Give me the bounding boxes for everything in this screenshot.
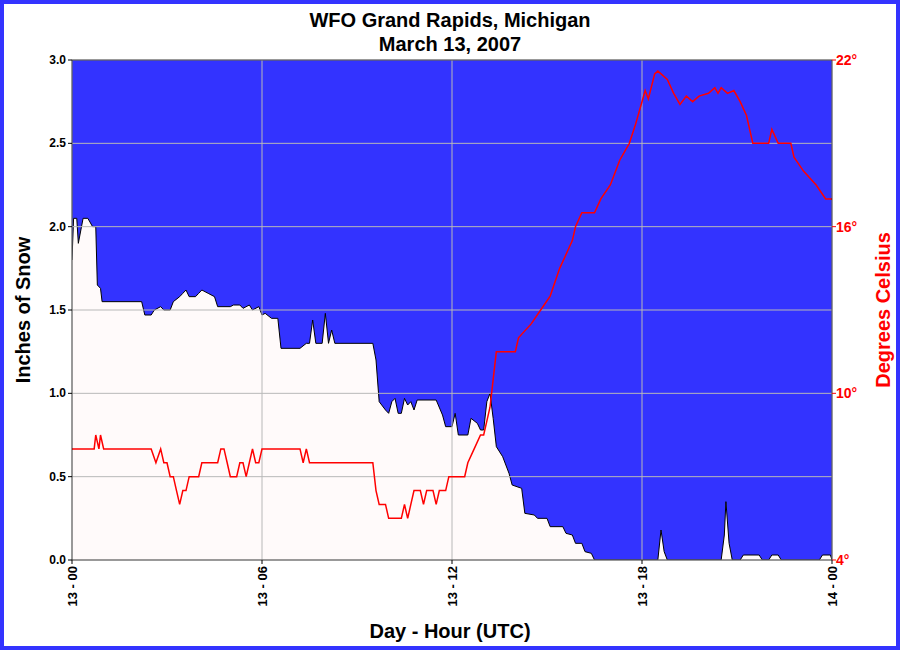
grid-group: [72, 60, 832, 560]
y-tick-label: 1.5: [49, 303, 66, 317]
y-tick: [68, 226, 72, 227]
y-tick-label: 1.0: [49, 386, 66, 400]
y-axis-label: Inches of Snow: [12, 236, 34, 383]
x-tick: [72, 560, 73, 564]
x-tick-label: 13 - 06: [255, 566, 270, 606]
y2-axis-label: Degrees Celsius: [872, 232, 894, 388]
x-tick: [452, 560, 453, 564]
grid-line-y: [72, 393, 832, 394]
line-group: [72, 71, 832, 518]
y-tick-label: 2.0: [49, 220, 66, 234]
y-tick: [68, 143, 72, 144]
y-tick: [68, 476, 72, 477]
plot-frame: [72, 60, 832, 560]
temperature-line: [72, 71, 832, 518]
subtitle: March 13, 2007: [379, 33, 521, 55]
x-tick-label: 13 - 12: [445, 566, 460, 606]
x-axis-label: Day - Hour (UTC): [369, 620, 530, 642]
x-tick: [832, 560, 833, 564]
grid-line-y: [72, 143, 832, 144]
y2-tick-label: 10°: [836, 385, 857, 401]
grid-line-y: [72, 226, 832, 227]
y2-tick-label: 22°: [836, 52, 857, 68]
x-tick-label: 13 - 00: [65, 566, 80, 606]
y-tick: [68, 310, 72, 311]
title: WFO Grand Rapids, Michigan: [309, 9, 590, 31]
y-tick: [68, 393, 72, 394]
y2-tick-label: 4°: [836, 552, 849, 568]
plot-area: [72, 60, 832, 560]
outer-border: [2, 2, 898, 648]
y-tick: [68, 60, 72, 61]
background: [0, 0, 900, 650]
y-tick-label: 2.5: [49, 136, 66, 150]
chart: 0.0 0.5 1.0 1.5 2.0 2.5 3.0 4° 10° 16° 22° 13 - 00 1…: [0, 0, 900, 650]
x-tick-label: 14 - 00: [825, 566, 840, 606]
y2-tick-label: 16°: [836, 219, 857, 235]
y-tick-label: 0.5: [49, 470, 66, 484]
y-tick-label: 0.0: [49, 553, 66, 567]
grid-line-y: [72, 310, 832, 311]
y-tick-label: 3.0: [49, 53, 66, 67]
x-tick-label: 13 - 18: [635, 566, 650, 606]
y-tick: [68, 560, 72, 561]
x-tick: [642, 560, 643, 564]
x-tick: [262, 560, 263, 564]
